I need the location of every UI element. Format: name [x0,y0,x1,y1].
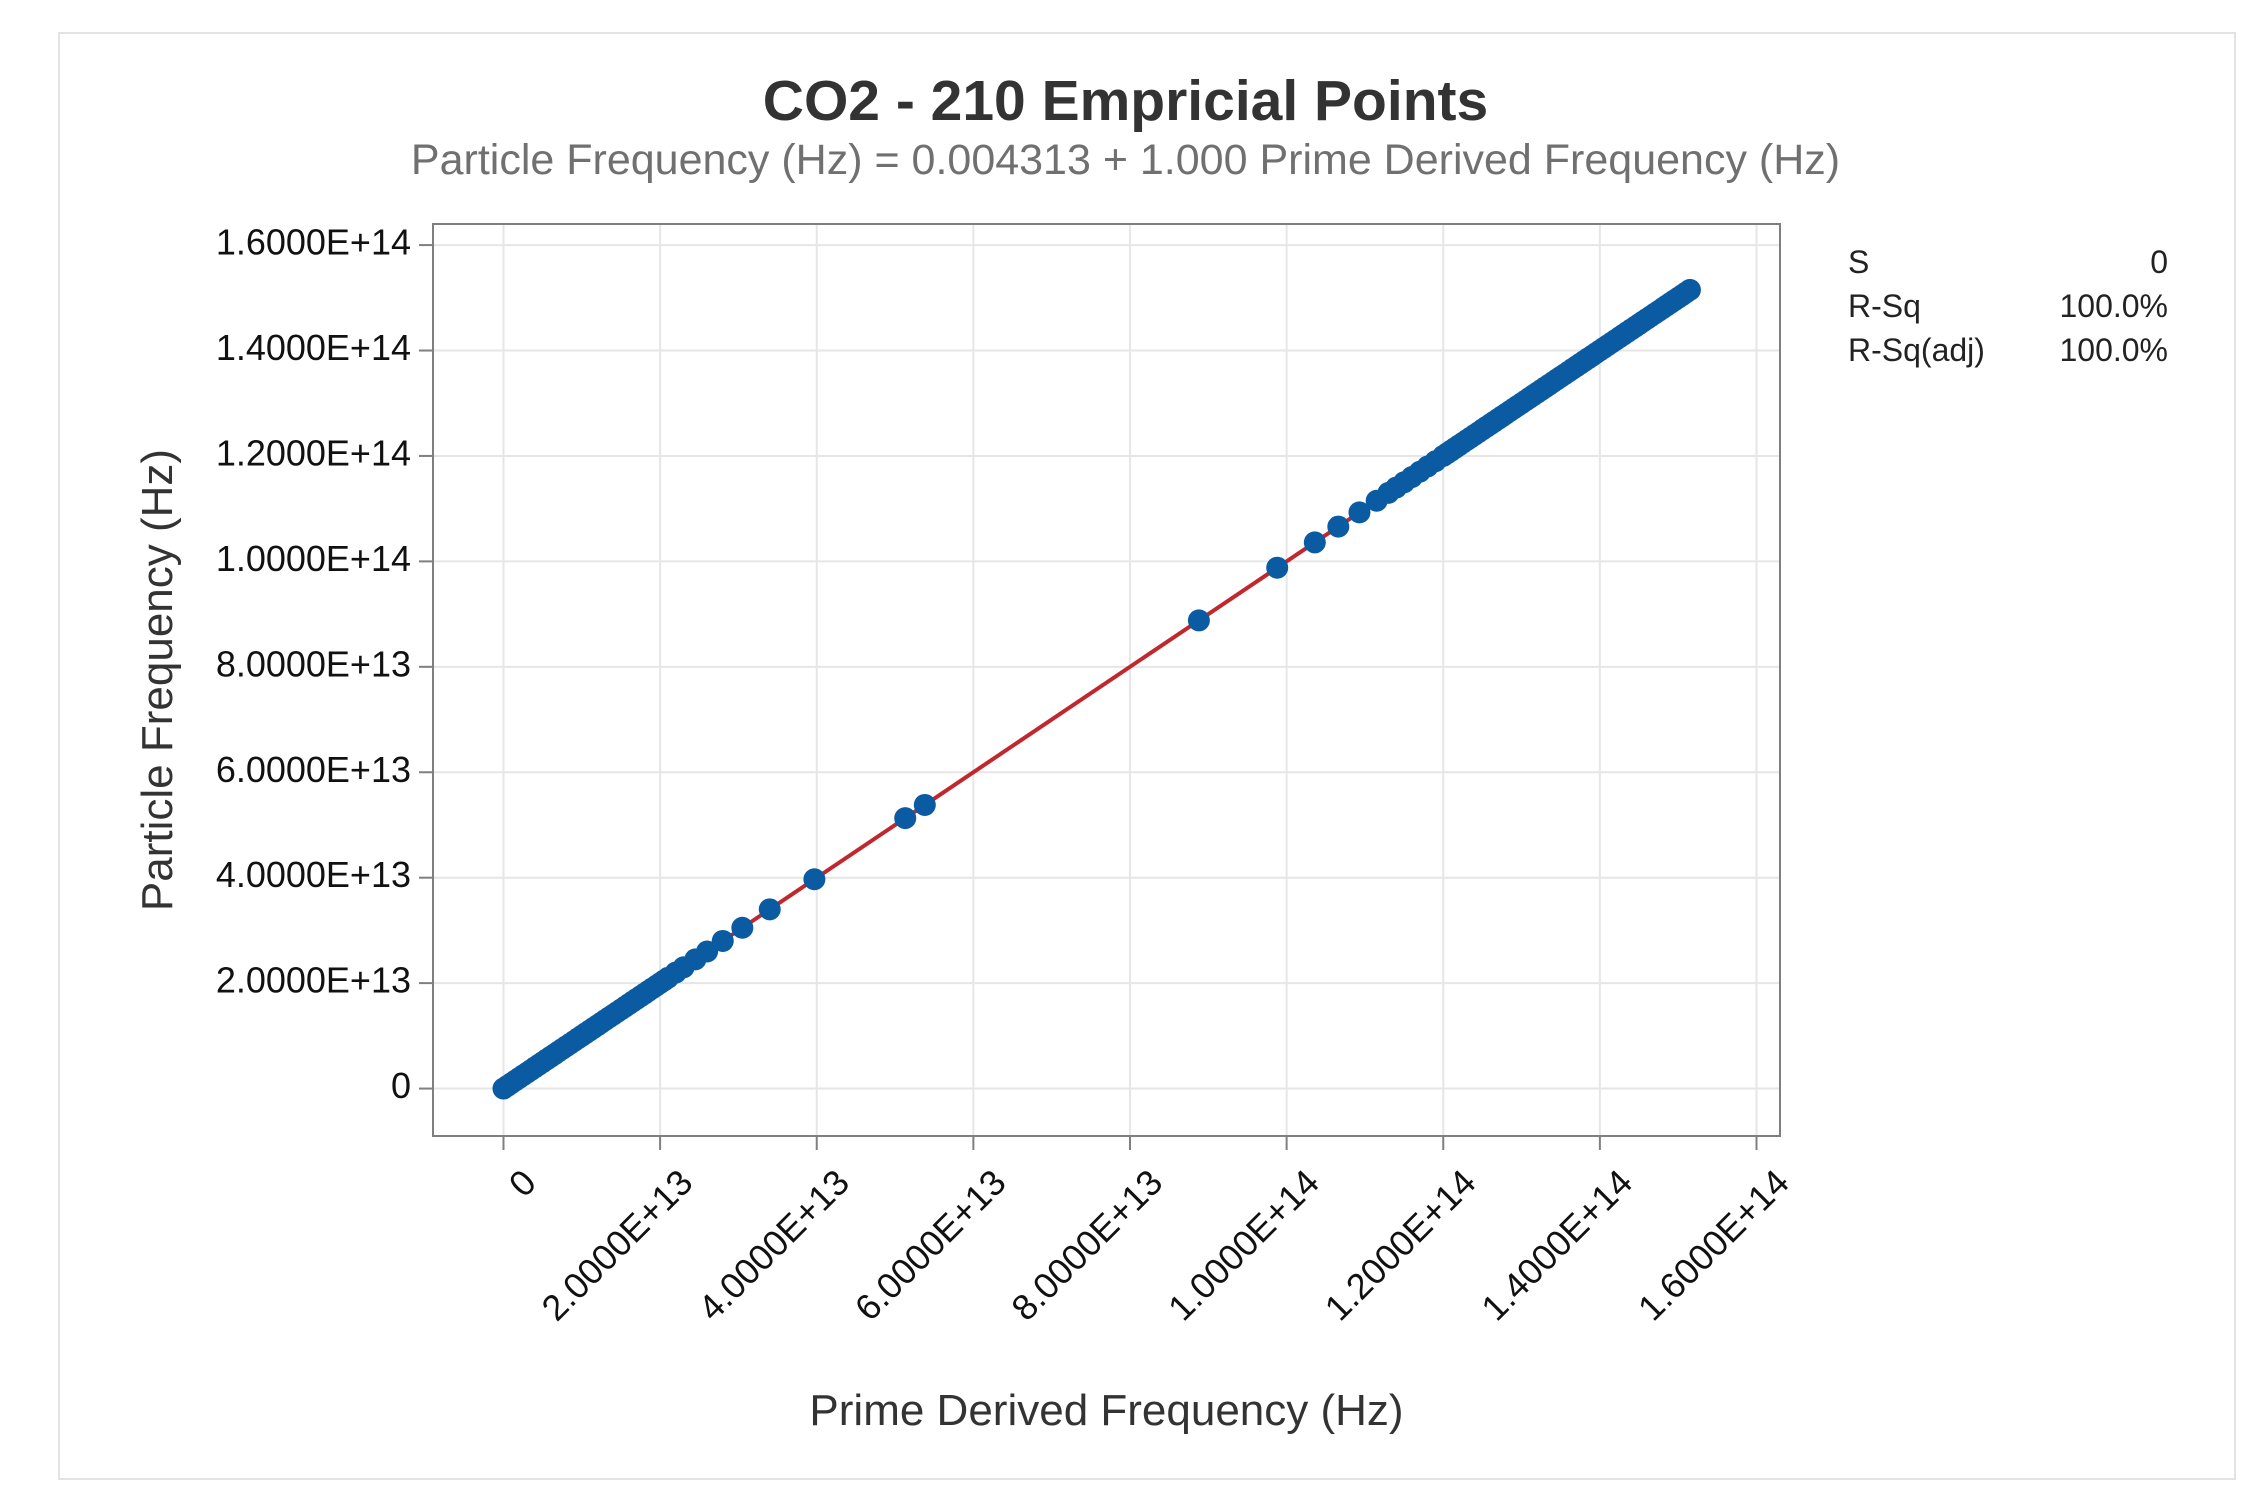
data-points [492,278,1701,1100]
x-axis-title: Prime Derived Frequency (Hz) [809,1386,1403,1435]
y-tick-label: 1.6000E+14 [216,222,411,263]
x-axis: 02.0000E+134.0000E+136.0000E+138.0000E+1… [501,1136,1797,1328]
data-point [1303,531,1326,554]
y-tick-label: 1.0000E+14 [216,538,411,579]
data-point [1348,501,1371,524]
y-tick-label: 6.0000E+13 [216,749,411,790]
stat-row: R-Sq 100.0% [1848,284,2168,328]
x-tick-label: 1.2000E+14 [1317,1161,1484,1328]
stat-label: R-Sq [1848,288,1921,324]
chart-subtitle: Particle Frequency (Hz) = 0.004313 + 1.0… [410,136,1841,184]
data-point [1266,556,1289,579]
data-point [913,793,936,816]
stat-value: 100.0% [2059,332,2168,368]
y-axis: 0 2.0000E+13 4.0000E+13 6.0000E+13 8.0000E+1… [216,222,433,1106]
chart-frame [58,32,2236,1480]
stat-value: 0 [2150,244,2168,280]
x-tick-label: 1.6000E+14 [1630,1161,1797,1328]
x-tick-label: 1.0000E+14 [1160,1161,1327,1328]
stat-value: 100.0% [2059,288,2168,324]
y-tick-label: 1.4000E+14 [216,327,411,368]
data-point [894,807,917,830]
stat-row: R-Sq(adj) 100.0% [1848,328,2168,372]
plot-area [432,223,1781,1137]
data-point [711,929,734,952]
regression-stats-table: S 0 R-Sq 100.0% R-Sq(adj) 100.0% [1848,240,2168,372]
y-axis-title: Particle Frequency (Hz) [133,449,182,911]
x-tick-label: 8.0000E+13 [1003,1161,1170,1328]
x-tick-label: 6.0000E+13 [847,1161,1014,1328]
stat-label: R-Sq(adj) [1848,332,1985,368]
y-tick-label: 1.2000E+14 [216,432,411,473]
stat-label: S [1848,244,1870,280]
y-tick-label: 8.0000E+13 [216,643,411,684]
data-point [1678,278,1701,301]
x-tick-label: 0 [501,1161,544,1204]
data-point [758,898,781,921]
data-point [803,868,826,891]
y-tick-label: 0 [391,1065,411,1106]
grid-lines [433,224,1780,1136]
x-tick-label: 2.0000E+13 [533,1161,700,1328]
x-tick-label: 1.4000E+14 [1473,1161,1640,1328]
data-point [1187,609,1210,632]
data-point [1327,515,1350,538]
y-tick-label: 2.0000E+13 [216,960,411,1001]
x-tick-label: 4.0000E+13 [690,1161,857,1328]
y-tick-label: 4.0000E+13 [216,854,411,895]
data-point [696,940,719,963]
data-point [731,916,754,939]
chart-title: CO2 - 210 Empricial Points [762,69,1489,133]
